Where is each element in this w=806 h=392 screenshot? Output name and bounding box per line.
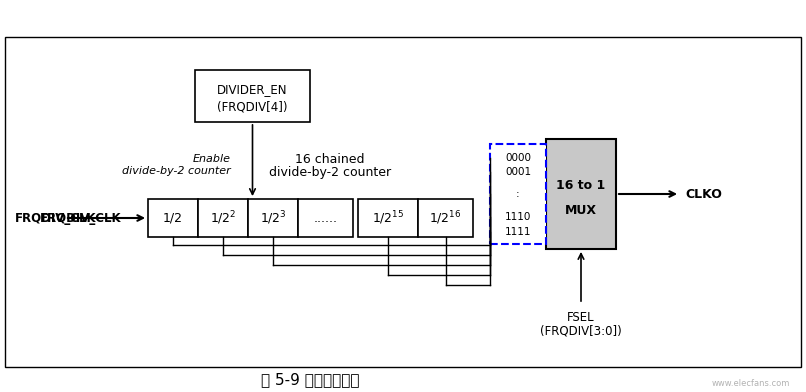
Text: 1111: 1111 <box>505 227 531 237</box>
Bar <box>546 139 616 249</box>
Text: 1110: 1110 <box>505 212 531 222</box>
Text: (FRQDIV[4]): (FRQDIV[4]) <box>218 101 288 114</box>
Text: CLKO: CLKO <box>685 187 722 200</box>
Text: MUX: MUX <box>565 204 597 217</box>
Text: 1/2$^{15}$: 1/2$^{15}$ <box>372 209 404 227</box>
Text: www.elecfans.com: www.elecfans.com <box>712 379 790 388</box>
Text: 1/2$^2$: 1/2$^2$ <box>210 209 236 227</box>
Text: FRQDIV_CLK: FRQDIV_CLK <box>40 212 122 225</box>
Bar <box>195 70 310 122</box>
Bar <box>248 199 298 237</box>
Text: 图 5-9 分频器的框图: 图 5-9 分频器的框图 <box>261 372 359 388</box>
Text: 0000: 0000 <box>505 153 531 163</box>
Bar <box>358 199 418 237</box>
Text: 1/2: 1/2 <box>163 212 183 225</box>
Text: (FRQDIV[3:0]): (FRQDIV[3:0]) <box>540 325 622 338</box>
Text: 1/2$^{16}$: 1/2$^{16}$ <box>430 209 462 227</box>
Text: FSEL: FSEL <box>567 311 595 324</box>
Text: 16 to 1: 16 to 1 <box>556 179 605 192</box>
Bar <box>298 199 353 237</box>
Text: ......: ...... <box>314 212 338 225</box>
Text: divide-by-2 counter: divide-by-2 counter <box>269 165 391 178</box>
Bar <box>198 199 248 237</box>
Text: FRQDIV_CLK: FRQDIV_CLK <box>15 212 97 225</box>
Bar <box>5 37 801 367</box>
Text: divide-by-2 counter: divide-by-2 counter <box>122 165 231 176</box>
Text: :: : <box>516 189 520 199</box>
Text: 0001: 0001 <box>505 167 531 177</box>
Text: 16 chained: 16 chained <box>295 152 365 165</box>
Text: Enable: Enable <box>193 154 231 163</box>
Bar <box>490 144 546 244</box>
Text: DIVIDER_EN: DIVIDER_EN <box>218 83 288 96</box>
Text: 1/2$^3$: 1/2$^3$ <box>260 209 286 227</box>
Bar <box>148 199 198 237</box>
Bar <box>418 199 473 237</box>
